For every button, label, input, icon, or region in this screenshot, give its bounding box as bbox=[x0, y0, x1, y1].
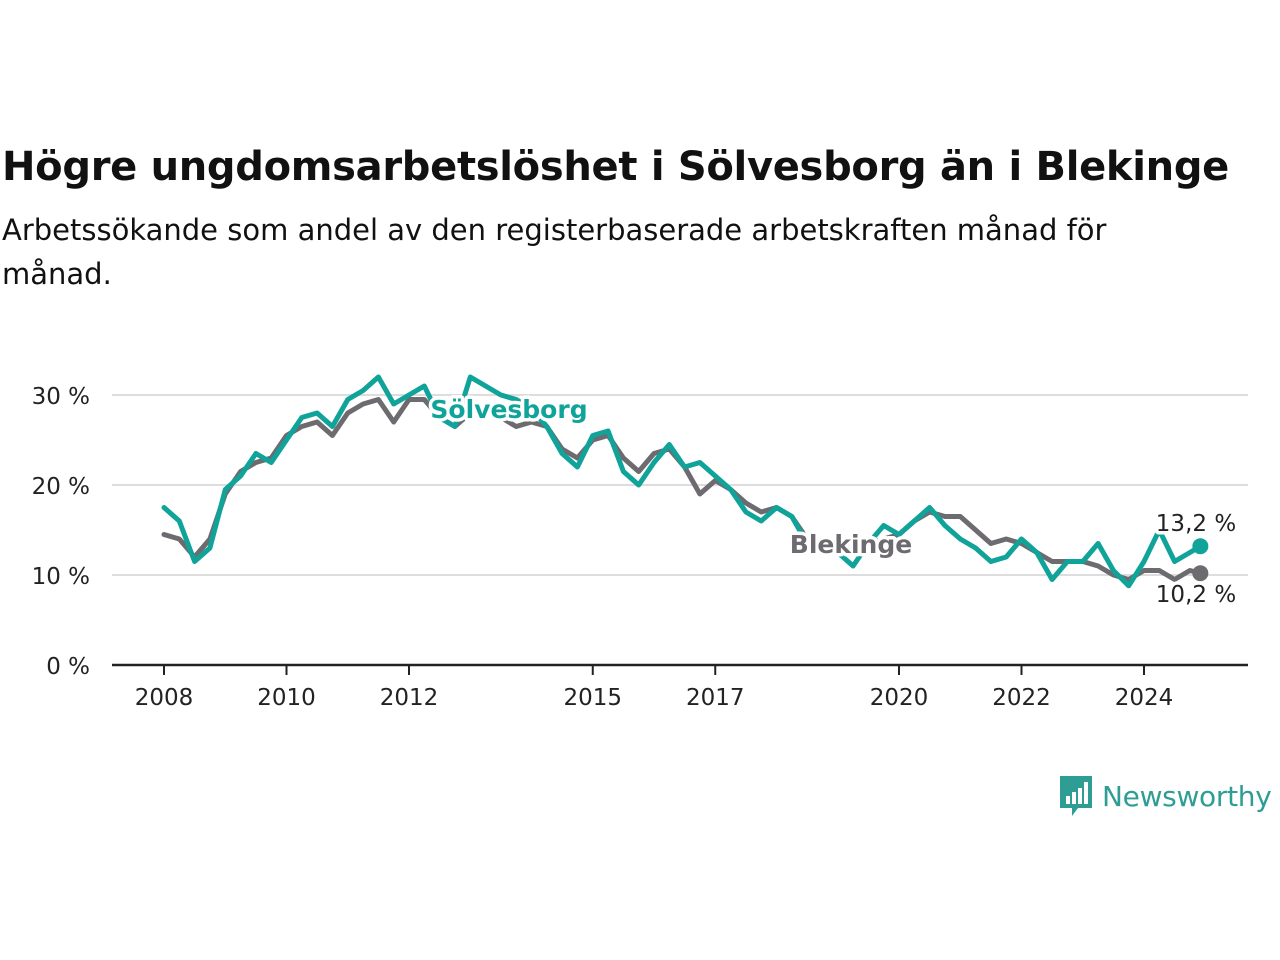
x-tick-label: 2024 bbox=[1115, 685, 1174, 711]
end-label-blekinge: 10,2 % bbox=[1156, 582, 1236, 608]
x-tick-label: 2008 bbox=[135, 685, 194, 711]
series-labels: SölvesborgSölvesborgBlekingeBlekinge13,2… bbox=[427, 392, 1240, 612]
end-label-solvesborg: 13,2 % bbox=[1156, 511, 1236, 537]
series-lines bbox=[161, 374, 1209, 589]
x-axis-ticks: 2008 2010 2012 2015 2017 2020 2022 2024 bbox=[112, 663, 1248, 711]
x-tick-label: 2022 bbox=[992, 685, 1051, 711]
end-label-blekinge-halo: 10,2 % bbox=[1156, 582, 1236, 608]
y-axis-ticks: 0 % 10 % 20 % 30 % bbox=[32, 384, 90, 680]
x-tick-label: 2012 bbox=[380, 685, 439, 711]
chart-title: Högre ungdomsarbetslöshet i Sölvesborg ä… bbox=[2, 144, 1229, 190]
end-point-solvesborg bbox=[1192, 538, 1209, 555]
series-line-blekinge bbox=[161, 397, 1203, 582]
gridlines bbox=[112, 394, 1248, 576]
series-label-blekinge: Blekinge bbox=[790, 530, 912, 559]
x-tick-label: 2020 bbox=[870, 685, 929, 711]
end-point-blekinge bbox=[1192, 565, 1209, 582]
x-tick-label: 2010 bbox=[257, 685, 316, 711]
x-tick-label: 2015 bbox=[563, 685, 622, 711]
y-tick-label: 0 % bbox=[46, 654, 90, 680]
end-label-solvesborg-halo: 13,2 % bbox=[1156, 511, 1236, 537]
chart-subtitle: Arbetssökande som andel av den registerb… bbox=[2, 213, 1107, 291]
series-label-solvesborg: Sölvesborg bbox=[430, 395, 587, 424]
series-label-solvesborg-halo: Sölvesborg bbox=[430, 395, 587, 424]
y-tick-label: 20 % bbox=[32, 474, 90, 500]
y-tick-label: 30 % bbox=[32, 384, 90, 410]
newsworthy-logo: Newsworthy bbox=[1058, 774, 1272, 818]
series-label-blekinge-halo: Blekinge bbox=[790, 530, 912, 559]
series-line-solvesborg bbox=[161, 374, 1203, 589]
y-tick-label: 10 % bbox=[32, 564, 90, 590]
x-tick-label: 2017 bbox=[686, 685, 745, 711]
newsworthy-logo-icon bbox=[1060, 776, 1092, 816]
newsworthy-logo-text: Newsworthy bbox=[1102, 779, 1272, 813]
